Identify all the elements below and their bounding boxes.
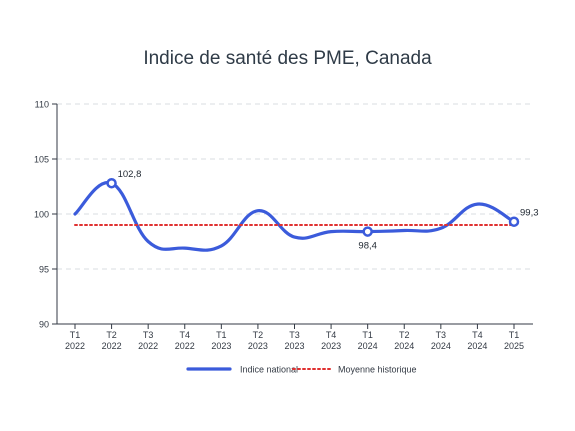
x-tick-label: T4 xyxy=(179,330,190,340)
y-tick-label: 105 xyxy=(34,155,49,165)
x-tick-label-year: 2024 xyxy=(358,341,378,351)
x-tick-label: T3 xyxy=(436,330,447,340)
x-tick-label-year: 2022 xyxy=(65,341,85,351)
series-line-0 xyxy=(73,181,516,252)
x-tick-label: T1 xyxy=(509,330,520,340)
data-label: 98,4 xyxy=(358,241,377,252)
x-tick-label-year: 2023 xyxy=(284,341,304,351)
x-tick-label: T3 xyxy=(143,330,154,340)
x-tick-label: T4 xyxy=(326,330,337,340)
x-tick-label: T2 xyxy=(399,330,410,340)
x-tick-label-year: 2024 xyxy=(467,341,487,351)
x-tick-label-year: 2024 xyxy=(431,341,451,351)
data-point-marker xyxy=(508,216,520,227)
x-tick-label: T2 xyxy=(106,330,117,340)
data-label: 102,8 xyxy=(118,169,142,180)
x-tick-label: T1 xyxy=(362,330,373,340)
legend-label: Moyenne historique xyxy=(338,365,417,375)
data-point-marker xyxy=(106,177,117,189)
x-tick-label-year: 2024 xyxy=(394,341,414,351)
y-tick-label: 100 xyxy=(34,210,49,220)
data-point-marker xyxy=(362,226,373,237)
x-tick-label: T1 xyxy=(216,330,227,340)
x-tick-label-year: 2022 xyxy=(102,341,122,351)
x-tick-label-year: 2022 xyxy=(175,341,195,351)
x-tick-label: T4 xyxy=(472,330,483,340)
chart-title: Indice de santé des PME, Canada xyxy=(143,48,432,69)
x-tick-label: T3 xyxy=(289,330,300,340)
x-tick-label: T1 xyxy=(70,330,81,340)
x-tick-label-year: 2022 xyxy=(138,341,158,351)
y-tick-label: 95 xyxy=(39,265,49,275)
x-tick-label-year: 2023 xyxy=(321,341,341,351)
x-tick-label-year: 2025 xyxy=(504,341,524,351)
x-tick-label-year: 2023 xyxy=(248,341,268,351)
y-tick-label: 110 xyxy=(35,100,49,110)
x-tick-label: T2 xyxy=(253,330,264,340)
x-tick-label-year: 2023 xyxy=(211,341,231,351)
data-label: 99,3 xyxy=(520,208,539,219)
legend-label: Indice national xyxy=(240,365,298,375)
y-tick-label: 90 xyxy=(39,320,49,330)
